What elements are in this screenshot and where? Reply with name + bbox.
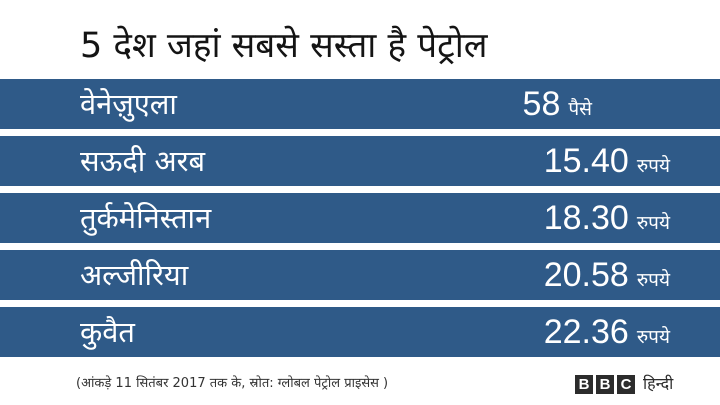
country-name: कुवैत: [80, 315, 135, 349]
country-name: तुर्कमेनिस्तान: [80, 201, 212, 235]
country-name: वेनेज़ुएला: [80, 87, 177, 121]
country-name: सऊदी अरब: [80, 144, 206, 178]
price: 58 पैसे: [523, 79, 592, 129]
price-amount: 58: [522, 85, 561, 123]
footer: (आंकड़े 11 सितंबर 2017 तक के, स्रोत: ग्ल…: [0, 366, 720, 405]
price-amount: 22.36: [543, 313, 629, 351]
price-amount: 15.40: [543, 142, 629, 180]
price-unit: रुपये: [636, 326, 670, 348]
country-name: अल्जीरिया: [80, 258, 189, 292]
list-item: सऊदी अरब 15.40 रुपये: [0, 136, 720, 186]
price-unit: रुपये: [636, 269, 670, 291]
price-list: वेनेज़ुएला 58 पैसे सऊदी अरब 15.40 रुपये तु…: [0, 79, 720, 364]
list-item: अल्जीरिया 20.58 रुपये: [0, 250, 720, 300]
bbc-hindi-logo: B B C हिन्दी: [575, 374, 673, 394]
list-item: कुवैत 22.36 रुपये: [0, 307, 720, 357]
list-item: तुर्कमेनिस्तान 18.30 रुपये: [0, 193, 720, 243]
price: 15.40 रुपये: [544, 136, 670, 186]
price: 22.36 रुपये: [544, 307, 670, 357]
price: 18.30 रुपये: [544, 193, 670, 243]
logo-letter-box: B: [575, 374, 593, 394]
list-item: वेनेज़ुएला 58 पैसे: [0, 79, 720, 129]
logo-wordmark: हिन्दी: [643, 374, 674, 393]
price: 20.58 रुपये: [544, 250, 670, 300]
page-title: 5 देश जहां सबसे सस्ता है पेट्रोल: [80, 26, 488, 66]
source-note: (आंकड़े 11 सितंबर 2017 तक के, स्रोत: ग्ल…: [76, 376, 389, 391]
price-unit: पैसे: [568, 98, 592, 120]
logo-letter-box: B: [596, 374, 614, 394]
price-amount: 20.58: [543, 256, 629, 294]
price-unit: रुपये: [636, 155, 670, 177]
price-unit: रुपये: [636, 212, 670, 234]
logo-letter-box: C: [617, 374, 635, 394]
price-amount: 18.30: [543, 199, 629, 237]
